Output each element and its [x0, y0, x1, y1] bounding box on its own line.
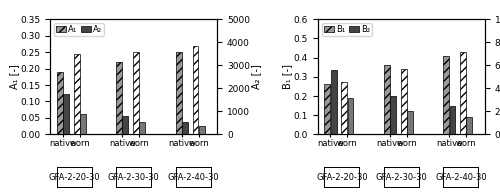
Text: GFA-2-20-30: GFA-2-20-30 [48, 173, 100, 181]
Bar [122, 116, 128, 134]
Bar [407, 111, 413, 134]
Bar [342, 82, 347, 134]
Bar [133, 52, 139, 134]
Bar [74, 54, 80, 134]
Y-axis label: B₁ [-]: B₁ [-] [282, 64, 292, 89]
Bar [176, 52, 182, 134]
Bar [450, 106, 456, 134]
Bar [116, 62, 122, 134]
Bar [140, 122, 145, 134]
Bar [384, 65, 390, 134]
Bar [348, 98, 354, 134]
Legend: A₁, A₂: A₁, A₂ [54, 23, 104, 36]
Y-axis label: A₁ [-]: A₁ [-] [9, 64, 19, 89]
Bar [390, 96, 396, 134]
Bar [56, 72, 62, 134]
Legend: B₁, B₂: B₁, B₂ [322, 23, 372, 36]
Bar [330, 70, 336, 134]
Text: GFA-2-30-30: GFA-2-30-30 [376, 173, 427, 181]
Bar [444, 56, 449, 134]
Bar [199, 126, 204, 134]
Bar [466, 117, 472, 134]
Y-axis label: A₂ [-]: A₂ [-] [252, 64, 262, 89]
Text: GFA-2-40-30: GFA-2-40-30 [168, 173, 219, 181]
Text: GFA-2-20-30: GFA-2-20-30 [316, 173, 368, 181]
Bar [324, 84, 330, 134]
Bar [182, 122, 188, 134]
Text: GFA-2-40-30: GFA-2-40-30 [435, 173, 486, 181]
Bar [401, 69, 406, 134]
Bar [80, 114, 86, 134]
Bar [192, 46, 198, 134]
Bar [460, 52, 466, 134]
Text: GFA-2-30-30: GFA-2-30-30 [108, 173, 160, 181]
Bar [63, 94, 69, 134]
